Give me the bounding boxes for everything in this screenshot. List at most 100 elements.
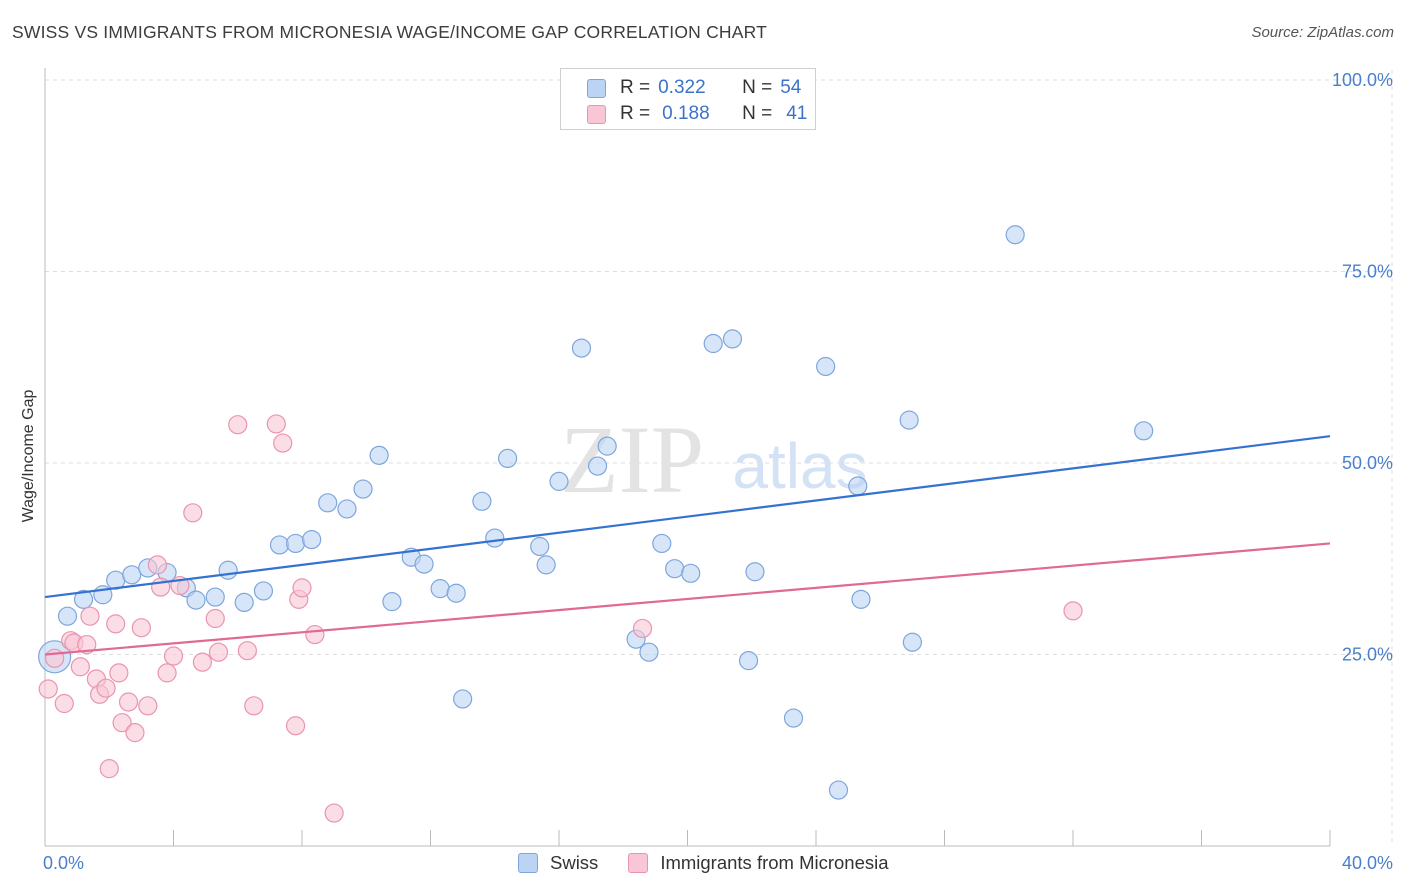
micronesia-n-value: 41	[786, 103, 808, 124]
micronesia-point	[1063, 601, 1083, 621]
y-tick-label: 50.0%	[1342, 453, 1393, 473]
swiss-point	[1134, 421, 1154, 441]
swiss-point	[549, 471, 569, 491]
swiss-point	[816, 356, 836, 377]
swiss-point	[745, 562, 765, 582]
swiss-point	[73, 589, 94, 609]
micronesia-point	[131, 618, 151, 638]
micronesia-point	[54, 693, 74, 714]
swiss-point	[665, 559, 685, 579]
micronesia-point	[70, 657, 90, 677]
legend-swatch-swiss	[518, 853, 538, 873]
swiss-point	[430, 579, 450, 599]
swiss-point	[587, 456, 608, 476]
swiss-r-label: R =	[620, 77, 651, 98]
swiss-point	[472, 491, 492, 511]
y-tick-label: 100.0%	[1332, 70, 1393, 90]
swiss-point	[828, 780, 849, 800]
swiss-point	[369, 445, 389, 465]
correlation-legend: R = 0.322 N = 54 R = 0.188 N = 41	[560, 68, 816, 130]
micronesia-point	[80, 606, 100, 626]
swiss-point	[738, 651, 759, 671]
micronesia-point	[205, 608, 225, 629]
legend-label-swiss: Swiss	[550, 852, 599, 873]
micronesia-point	[38, 679, 58, 699]
swiss-point	[205, 587, 225, 607]
swiss-point	[453, 689, 473, 709]
micronesia-point	[96, 678, 116, 698]
micronesia-point	[292, 578, 312, 598]
swiss-point	[597, 436, 617, 456]
micronesia-point	[192, 652, 213, 672]
micronesia-point	[138, 696, 158, 716]
series-swiss	[38, 225, 1154, 800]
swiss-point	[902, 632, 922, 652]
micronesia-point	[208, 642, 229, 662]
swiss-swatch	[587, 78, 606, 98]
swiss-point	[253, 581, 274, 601]
swiss-point	[530, 536, 550, 557]
micronesia-point	[244, 696, 264, 716]
gridlines	[45, 70, 1393, 846]
swiss-point	[652, 533, 672, 554]
micronesia-point	[106, 614, 126, 634]
micronesia-point	[77, 634, 97, 655]
micronesia-n-label: N =	[742, 103, 773, 124]
swiss-n-value: 54	[780, 77, 802, 98]
swiss-point	[285, 533, 306, 554]
swiss-point	[485, 528, 505, 548]
swiss-r-value: 0.322	[658, 77, 706, 98]
micronesia-point	[109, 663, 129, 683]
micronesia-trend-line	[44, 542, 1331, 656]
watermark-zip: ZIP	[560, 406, 704, 513]
swiss-point	[639, 642, 659, 662]
series-legend: Swiss Immigrants from Micronesia	[518, 852, 919, 874]
micronesia-point	[237, 641, 257, 661]
swiss-point	[269, 535, 290, 555]
micronesia-point	[118, 692, 139, 712]
micronesia-point	[228, 415, 248, 435]
swiss-trend-line	[44, 435, 1331, 599]
micronesia-point	[305, 624, 325, 645]
micronesia-point	[157, 663, 177, 683]
swiss-point	[571, 338, 592, 358]
legend-item-swiss[interactable]: Swiss	[518, 852, 598, 874]
micronesia-point	[163, 646, 184, 666]
legend-row-micronesia: R = 0.188 N = 41	[587, 102, 807, 126]
micronesia-point	[285, 716, 306, 736]
swiss-n-label: N =	[742, 77, 773, 98]
swiss-point	[414, 554, 434, 574]
chart-title: SWISS VS IMMIGRANTS FROM MICRONESIA WAGE…	[12, 22, 768, 42]
swiss-point	[498, 448, 518, 469]
chart-source: Source: ZipAtlas.com	[1251, 24, 1394, 41]
swiss-point	[122, 565, 142, 585]
swiss-point	[899, 410, 919, 430]
legend-label-micronesia: Immigrants from Micronesia	[660, 852, 889, 873]
axes	[44, 68, 1331, 847]
legend-item-micronesia[interactable]: Immigrants from Micronesia	[628, 852, 889, 874]
swiss-point	[722, 329, 743, 349]
micronesia-point	[99, 759, 119, 779]
micronesia-point	[125, 723, 145, 743]
watermark-atlas: atlas	[732, 430, 867, 502]
legend-swatch-micronesia	[628, 853, 649, 873]
y-tick-label: 25.0%	[1342, 645, 1393, 665]
swiss-point	[681, 563, 701, 583]
x-tick-label-min: 0.0%	[43, 853, 84, 873]
swiss-point	[446, 583, 466, 603]
y-tick-label: 75.0%	[1342, 262, 1393, 282]
micronesia-point	[632, 618, 653, 639]
swiss-point	[218, 560, 238, 580]
swiss-point	[851, 589, 871, 609]
swiss-point	[353, 479, 373, 499]
tick-labels: 25.0% 50.0% 75.0% 100.0% 0.0% 40.0%	[43, 70, 1393, 873]
micronesia-point	[147, 555, 168, 575]
micronesia-point	[273, 433, 293, 453]
micronesia-point	[112, 713, 132, 733]
trend-lines	[44, 435, 1331, 656]
watermark: ZIP atlas	[560, 406, 868, 513]
x-tick-label-max: 40.0%	[1342, 853, 1393, 873]
micronesia-point	[324, 803, 344, 823]
swiss-point	[57, 606, 78, 626]
swiss-point	[302, 529, 322, 550]
